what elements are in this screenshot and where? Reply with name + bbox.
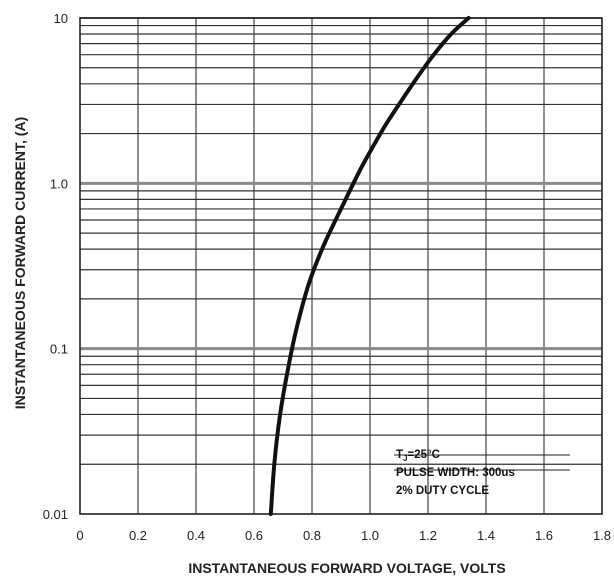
x-tick-label: 1.6 bbox=[535, 528, 553, 543]
x-tick-label: 0.2 bbox=[129, 528, 147, 543]
x-tick-label: 1.8 bbox=[593, 528, 611, 543]
y-tick-label: 0.1 bbox=[50, 342, 68, 357]
pulse-width-note: PULSE WIDTH: 300us bbox=[396, 467, 515, 479]
y-axis-title: INSTANTANEOUS FORWARD CURRENT, (A) bbox=[12, 117, 28, 409]
x-tick-label: 0.8 bbox=[303, 528, 321, 543]
x-tick-label: 1.0 bbox=[361, 528, 379, 543]
x-tick-label: 1.4 bbox=[477, 528, 495, 543]
y-tick-labels: 0.01 0.1 1.0 10 bbox=[43, 11, 68, 522]
x-tick-label: 0.6 bbox=[245, 528, 263, 543]
series-line bbox=[268, 16, 471, 516]
y-tick-label: 10 bbox=[54, 11, 68, 26]
grid bbox=[80, 17, 602, 514]
x-tick-label: 0 bbox=[76, 528, 83, 543]
duty-cycle-note: 2% DUTY CYCLE bbox=[396, 485, 489, 497]
x-tick-label: 1.2 bbox=[419, 528, 437, 543]
tj-condition: TJ=25°C bbox=[396, 449, 440, 463]
y-tick-label: 1.0 bbox=[50, 176, 68, 191]
plot-frame bbox=[79, 17, 603, 515]
x-tick-labels: 0 0.2 0.4 0.6 0.8 1.0 1.2 1.4 1.6 1.8 bbox=[76, 528, 611, 543]
x-axis-title: INSTANTANEOUS FORWARD VOLTAGE, VOLTS bbox=[188, 560, 505, 576]
x-tick-label: 0.4 bbox=[187, 528, 205, 543]
test-conditions-annotation: TJ=25°C PULSE WIDTH: 300us 2% DUTY CYCLE bbox=[394, 449, 570, 497]
y-tick-label: 0.01 bbox=[43, 507, 68, 522]
